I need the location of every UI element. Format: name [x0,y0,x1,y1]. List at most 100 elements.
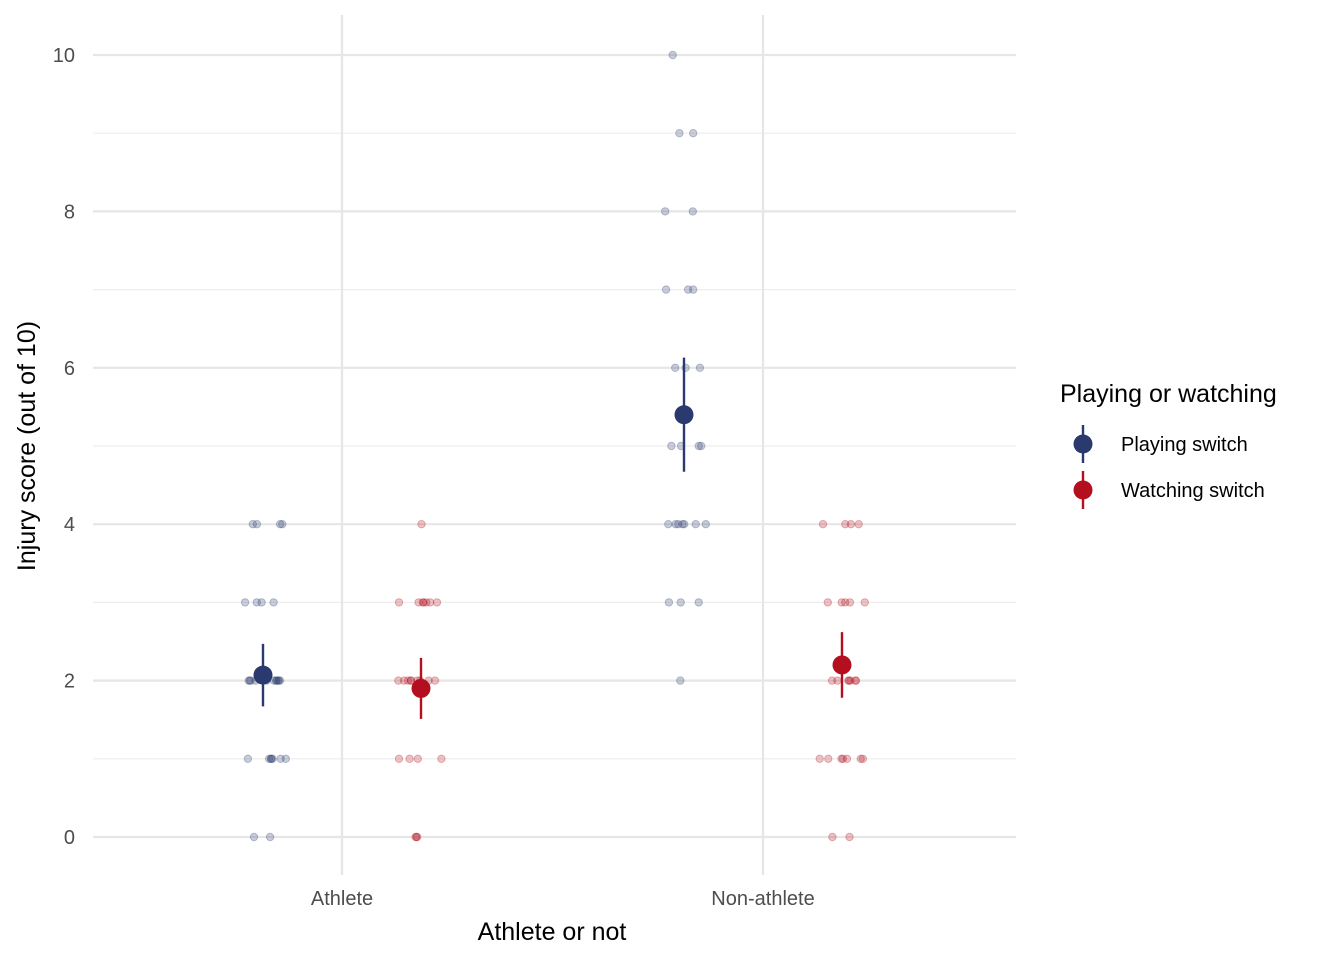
raw-data-point [394,754,404,763]
raw-data-point [676,598,685,607]
raw-data-point [245,676,254,685]
x-axis-title: Athlete or not [478,918,627,946]
raw-data-point [678,520,687,529]
mean-point [411,678,431,698]
raw-data-point [403,676,413,685]
raw-data-point [674,520,683,529]
x-tick-label: Athlete [311,888,373,910]
raw-data-point [274,676,283,685]
legend-item: Playing switch [1073,425,1248,463]
y-axis-title: Injury score (out of 10) [13,321,41,571]
raw-data-point [671,520,680,529]
raw-data-point [841,520,850,529]
raw-data-point [412,832,421,842]
raw-data-point [248,520,258,529]
raw-data-point [837,754,846,763]
raw-data-point [683,285,693,294]
raw-data-point [267,754,276,763]
raw-data-point [695,363,705,372]
raw-data-point [845,598,855,607]
raw-data-point [275,520,285,529]
raw-data-point [845,832,854,842]
raw-data-point [240,598,250,607]
raw-data-point [689,129,698,138]
raw-data-point [689,285,698,294]
mean-point [832,655,852,675]
raw-data-point [268,754,277,763]
raw-data-point [269,598,278,607]
raw-data-point [275,676,285,685]
raw-data-point [244,676,254,685]
legend-title: Playing or watching [1060,380,1277,408]
y-tick-label: 4 [64,514,75,536]
raw-data-point [815,754,824,763]
raw-data-point [249,832,259,842]
raw-data-point [281,754,290,763]
raw-data-point [854,520,863,529]
raw-data-point [701,520,710,529]
raw-data-points [240,50,869,842]
mean-error-bars [253,357,852,719]
raw-data-point [851,676,861,685]
x-axis-tick-labels: Athlete Non-athlete [311,888,815,910]
raw-data-point [851,676,860,685]
raw-data-point [252,598,261,607]
y-tick-label: 8 [64,201,75,223]
raw-data-point [694,598,703,607]
y-axis-tick-labels: 0 2 4 6 8 10 [53,45,75,849]
raw-data-point [841,598,850,607]
legend-item: Watching switch [1073,471,1265,509]
x-tick-label: Non-athlete [711,888,814,910]
raw-data-point [419,598,428,607]
y-tick-label: 2 [64,671,75,693]
raw-data-point [272,676,281,685]
raw-data-point [844,676,854,685]
raw-data-point [688,207,697,216]
raw-data-point [413,832,422,842]
raw-data-point [411,832,420,842]
raw-data-point [838,754,848,763]
raw-data-point [694,441,703,451]
raw-data-point [278,520,287,529]
raw-data-point [676,676,685,685]
raw-data-point [414,598,423,607]
mean-point [253,665,273,685]
raw-data-point [818,520,828,529]
raw-data-point [661,207,670,216]
raw-data-point [430,676,440,685]
raw-data-point [422,598,431,607]
legend-label: Watching switch [1121,480,1265,502]
raw-data-point [276,754,285,763]
raw-data-point [667,441,676,451]
raw-data-point [842,754,852,763]
raw-data-point [257,598,266,607]
mean-point [674,405,694,425]
raw-data-point [264,754,274,763]
raw-data-point [426,598,435,607]
raw-data-point [828,832,837,842]
raw-data-point [680,520,689,529]
raw-data-point [661,285,671,294]
raw-data-point [432,598,442,607]
raw-data-point [844,676,853,685]
raw-data-point [399,676,409,685]
raw-data-point [671,363,680,372]
y-tick-label: 10 [53,45,75,67]
raw-data-point [837,598,846,607]
raw-data-point [437,754,446,763]
raw-data-point [413,754,422,763]
grid-lines [93,15,1016,875]
raw-data-point [405,754,414,763]
raw-data-point [823,598,832,607]
raw-data-point [824,754,833,763]
raw-data-point [417,520,426,529]
raw-data-point [858,754,868,763]
raw-data-point [418,598,427,607]
raw-data-point [846,520,856,529]
raw-data-point [697,441,706,451]
raw-data-point [243,754,253,763]
legend-key-point [1073,480,1093,500]
raw-data-point [860,598,869,607]
raw-data-point [675,129,684,138]
